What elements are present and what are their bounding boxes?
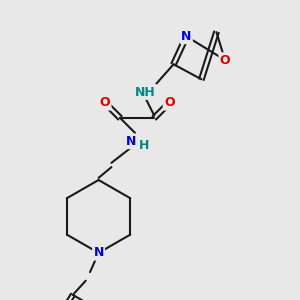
Text: NH: NH bbox=[135, 85, 156, 99]
Text: N: N bbox=[181, 30, 192, 43]
Text: O: O bbox=[100, 96, 110, 110]
Text: O: O bbox=[220, 53, 230, 67]
Text: H: H bbox=[138, 139, 149, 152]
Text: N: N bbox=[93, 246, 104, 260]
Text: N: N bbox=[125, 135, 136, 148]
Text: O: O bbox=[164, 96, 175, 110]
